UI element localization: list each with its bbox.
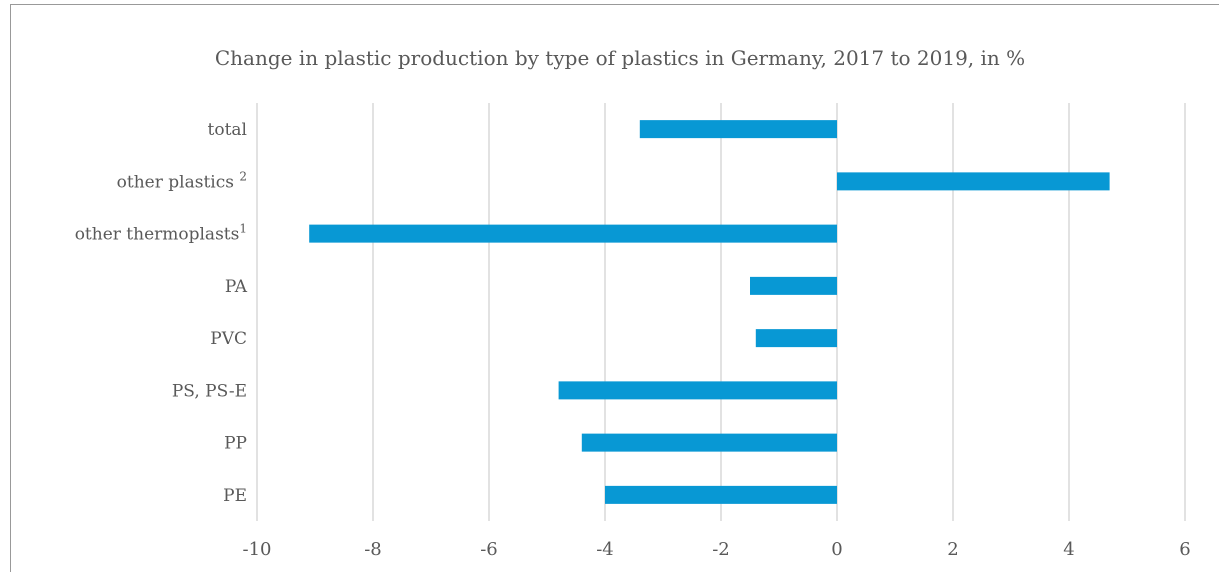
category-label-text: PS, PS-E <box>172 381 247 401</box>
category-label-text: PA <box>225 277 248 297</box>
bar <box>558 381 837 400</box>
category-label-text: other plastics <box>117 172 240 192</box>
category-label: PA <box>225 277 248 297</box>
chart-title: Change in plastic production by type of … <box>215 46 1025 70</box>
bar <box>309 224 837 243</box>
category-label: other plastics 2 <box>117 169 247 192</box>
category-labels: total other plastics 2 other thermoplasts1… <box>75 120 248 506</box>
category-footnote-marker: 1 <box>239 222 247 236</box>
x-tick-label: 6 <box>1179 539 1190 560</box>
x-tick-label: -6 <box>480 539 498 560</box>
category-label: total <box>208 120 247 140</box>
category-label-text: PVC <box>210 329 247 349</box>
category-label-text: PP <box>224 434 247 454</box>
bar <box>581 433 837 452</box>
category-label: PP <box>224 434 247 454</box>
bar <box>750 276 837 295</box>
category-label: PVC <box>210 329 247 349</box>
x-tick-label: 2 <box>947 539 958 560</box>
category-footnote-marker: 2 <box>239 169 247 183</box>
x-tick-label: 0 <box>831 539 842 560</box>
x-tick-label: -2 <box>712 539 730 560</box>
category-label-text: PE <box>223 486 247 506</box>
chart-area: Change in plastic production by type of … <box>10 4 1219 572</box>
category-label: PE <box>223 486 247 506</box>
bars <box>309 120 1110 504</box>
category-label-text: total <box>208 120 247 140</box>
bar <box>639 120 837 139</box>
bar <box>755 329 837 348</box>
category-label: PS, PS-E <box>172 381 247 401</box>
grid-lines <box>256 103 1186 521</box>
x-tick-label: -8 <box>364 539 382 560</box>
x-tick-label: -10 <box>243 539 272 560</box>
bar-chart: Change in plastic production by type of … <box>75 46 1191 560</box>
x-tick-labels: -10 -8 -6 -4 -2 0 2 4 6 <box>243 539 1191 560</box>
category-label: other thermoplasts1 <box>75 222 247 245</box>
x-tick-label: 4 <box>1063 539 1074 560</box>
x-tick-label: -4 <box>596 539 614 560</box>
category-label-text: other thermoplasts <box>75 225 240 245</box>
bar <box>837 172 1110 191</box>
bar <box>605 485 837 504</box>
